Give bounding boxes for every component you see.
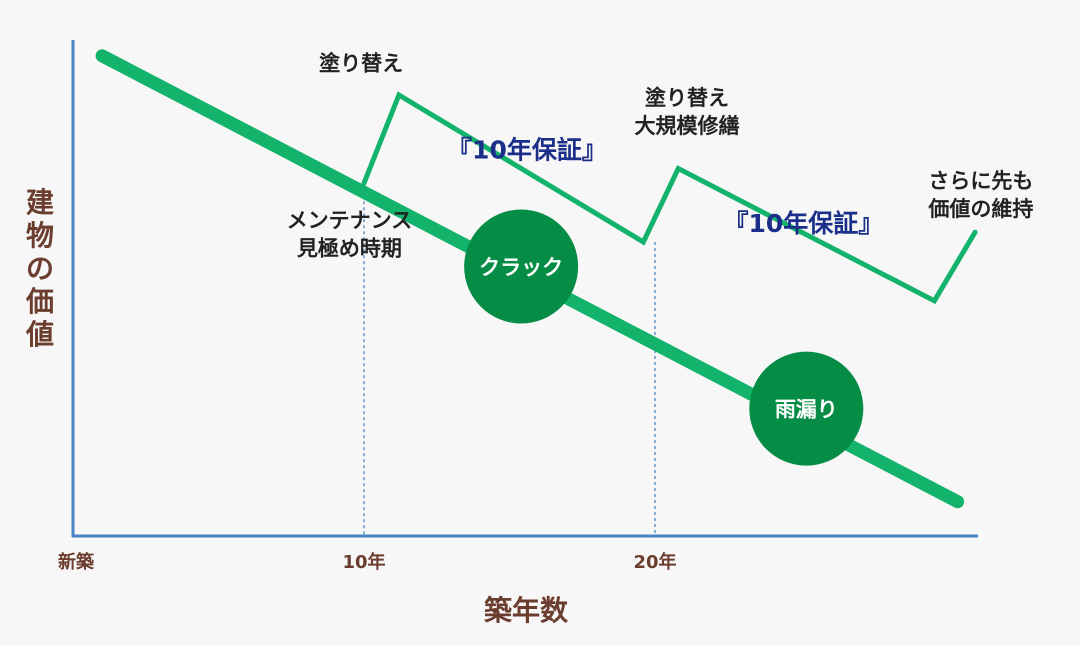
note-label-3: さらに先も価値の維持 — [927, 169, 1033, 221]
maintained-value-line — [361, 91, 978, 305]
marker-circle — [749, 351, 864, 466]
x-tick-labels: 新築 10年 20年 — [58, 551, 677, 573]
guarantee-label-6: 『10年保証』 — [724, 209, 884, 238]
x-axis-label: 築年数 — [483, 594, 569, 627]
marker-2: 雨漏り — [749, 351, 864, 466]
axes — [71, 40, 978, 538]
x-tick-label-1: 新築 — [58, 551, 95, 573]
guide-lines — [363, 183, 656, 536]
marker-label: クラック — [479, 256, 563, 280]
y-axis-label: 建物の価値 — [25, 186, 54, 351]
x-tick-label-3: 20年 — [633, 551, 676, 573]
note-label-1: 塗り替え — [319, 52, 403, 76]
marker-circle — [464, 209, 579, 324]
marker-1: クラック — [464, 209, 579, 324]
marker-label: 雨漏り — [775, 398, 838, 422]
guarantee-label-5: 『10年保証』 — [447, 136, 607, 165]
note-label-2: 塗り替え大規模修繕 — [635, 86, 740, 138]
note-label-4: メンテナンス見極め時期 — [287, 208, 413, 260]
x-tick-label-2: 10年 — [342, 551, 385, 573]
